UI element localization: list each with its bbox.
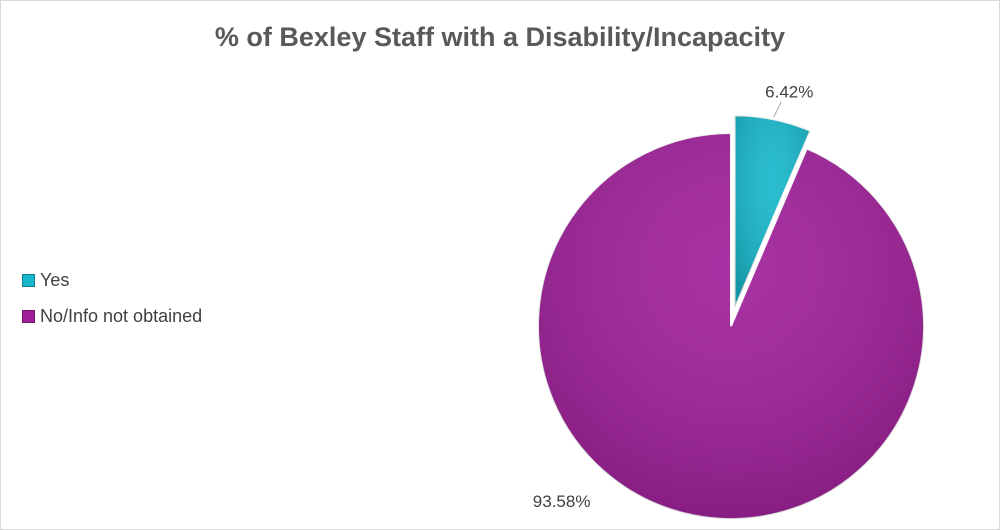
pie-slice-yes-shading	[734, 115, 811, 309]
legend-item-yes: Yes	[22, 262, 202, 298]
data-label-yes: 6.42%	[765, 83, 813, 102]
legend-label-yes: Yes	[40, 269, 70, 290]
legend: Yes No/Info not obtained	[22, 262, 202, 334]
data-label-no: 93.58%	[533, 492, 591, 511]
legend-swatch-no	[22, 309, 35, 323]
legend-item-no: No/Info not obtained	[22, 298, 202, 334]
chart-title: % of Bexley Staff with a Disability/Inca…	[214, 22, 786, 52]
legend-swatch-yes	[22, 273, 35, 287]
legend-label-no: No/Info not obtained	[40, 305, 203, 326]
pie-slice-no-shading	[538, 133, 925, 519]
data-label-leader-line	[773, 101, 782, 118]
